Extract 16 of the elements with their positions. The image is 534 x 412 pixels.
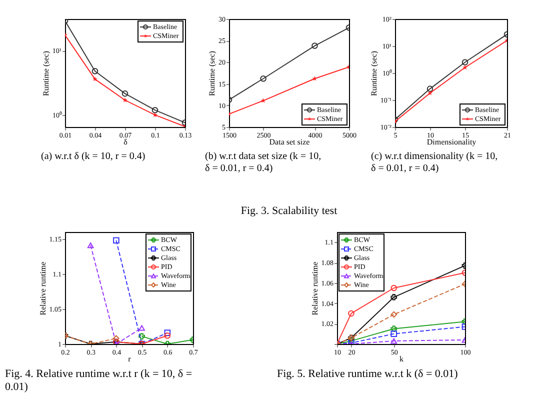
y-axis-title: Relative runtime: [310, 261, 320, 316]
caption: Fig. 4. Relative runtime w.r.t r (k = 10, δ = 0.01): [5, 368, 192, 393]
caption: Fig. 5. Relative runtime w.r.t k (δ = 0.01): [277, 368, 458, 380]
text: (b) w.r.t data set size (k = 10, δ = 0.01, r = 0.4): [205, 151, 322, 174]
text: (c) w.r.t dimensionality (k = 10, δ = 0.01, r = 0.4): [371, 151, 498, 174]
y-axis-title: Runtime (sec): [41, 50, 50, 96]
x-axis-title: δ: [124, 138, 128, 146]
x-axis-title: Dimensionality: [426, 138, 476, 146]
y-axis-title: Runtime (sec): [369, 50, 378, 96]
y-axis-title: Runtime (sec): [208, 50, 216, 96]
caption: Fig. 3. Scalability test: [240, 205, 338, 217]
x-axis-title: k: [400, 354, 404, 364]
x-axis-title: r: [128, 354, 132, 364]
text: (a) w.r.t δ (k = 10, r = 0.4): [41, 151, 146, 162]
y-axis-title: Relative runtime: [38, 261, 48, 316]
x-axis-title: Data set size: [269, 138, 310, 146]
